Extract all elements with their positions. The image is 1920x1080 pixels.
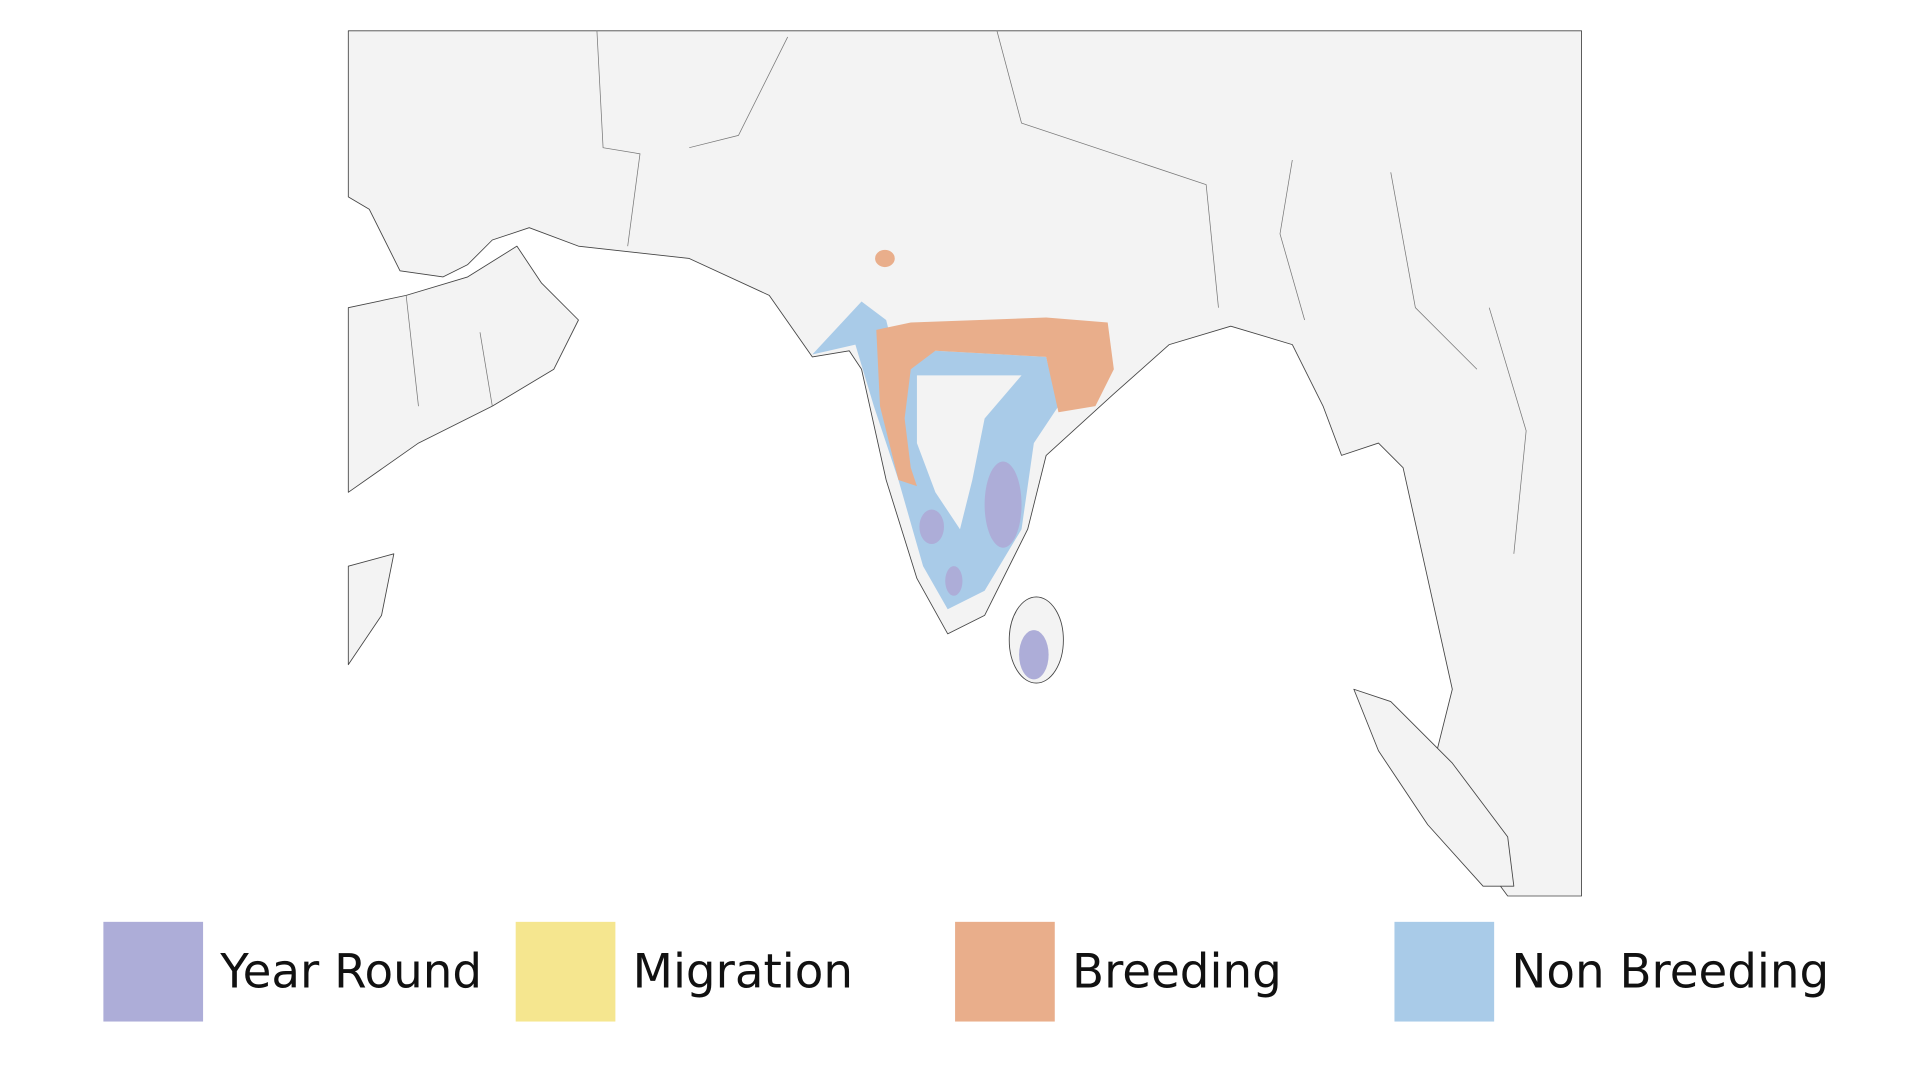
legend: Year Round Migration Breeding Non Breeding	[103, 921, 1829, 1022]
year-round-range	[1019, 630, 1049, 680]
legend-label: Non Breeding	[1511, 945, 1829, 999]
legend-swatch	[103, 921, 204, 1022]
legend-label: Year Round	[219, 945, 482, 999]
year-round-range	[984, 461, 1022, 548]
species-range	[812, 249, 1114, 680]
arabian-peninsula	[347, 245, 579, 493]
sumatra	[1353, 688, 1515, 887]
legend-swatch	[955, 921, 1055, 1022]
breeding-range	[875, 249, 895, 268]
country-borders	[405, 30, 1527, 554]
legend-label: Breeding	[1072, 945, 1282, 999]
year-round-range	[945, 566, 963, 596]
horn-of-africa	[347, 553, 395, 666]
breeding-range	[876, 317, 1114, 487]
legend-swatch	[515, 921, 616, 1022]
year-round-range	[919, 509, 944, 544]
legend-swatch	[1394, 921, 1495, 1022]
legend-label: Migration	[633, 945, 853, 999]
range-gap	[916, 375, 1022, 530]
